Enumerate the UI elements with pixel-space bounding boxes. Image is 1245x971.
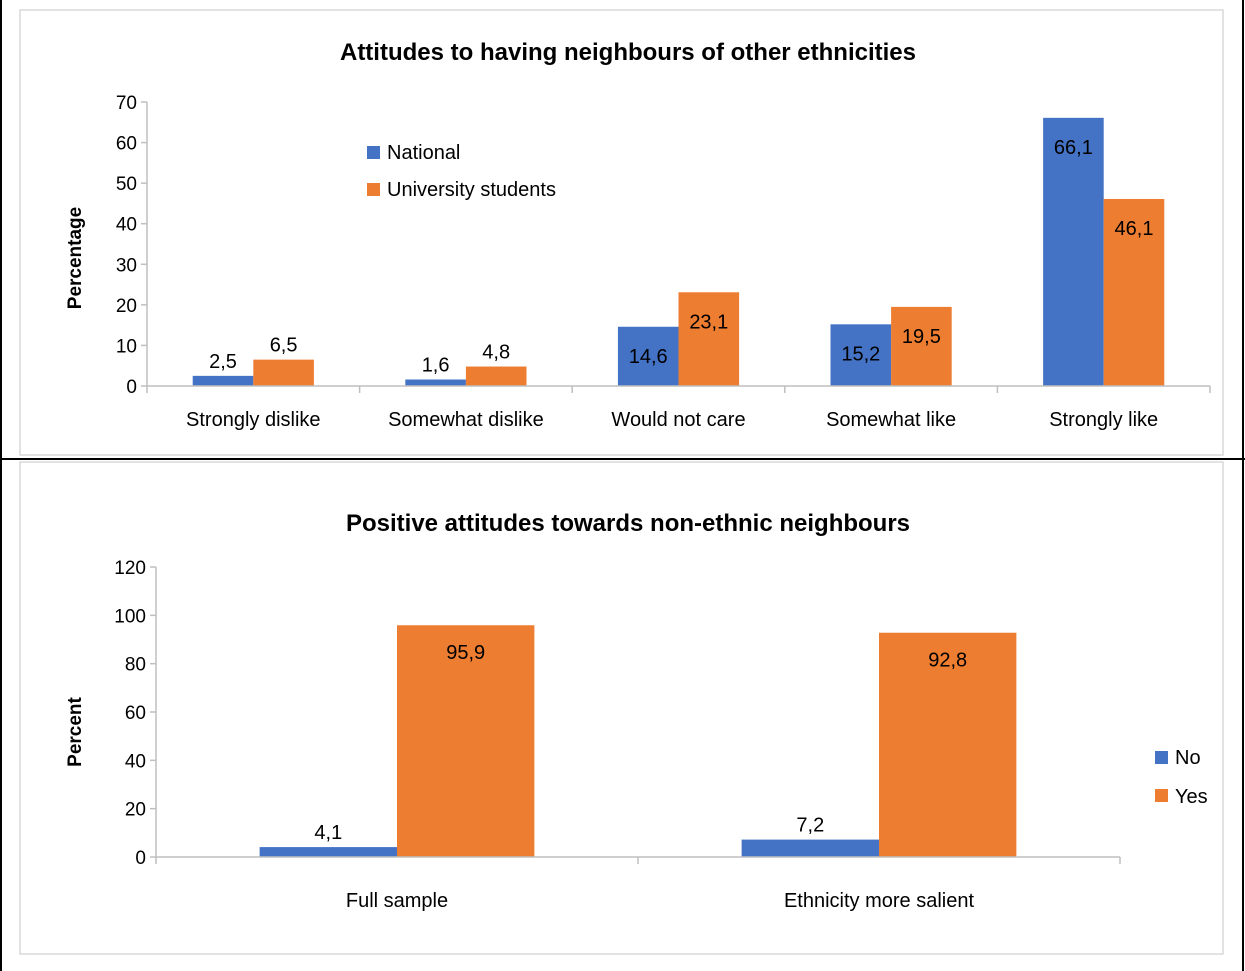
legend-label-yes: Yes (1175, 786, 1208, 808)
x-category-label-somewhat-like: Somewhat like (826, 409, 956, 431)
bar-university-students-would-not-care (678, 292, 740, 386)
data-label-university-students-strongly-like: 46,1 (1115, 218, 1154, 240)
chart-legend: National University students (367, 142, 556, 201)
x-category-label-strongly-dislike: Strongly dislike (186, 409, 321, 431)
legend-swatch-no (1155, 751, 1168, 764)
y-tick-label: 40 (116, 215, 137, 236)
bar-no-full-sample (259, 847, 397, 857)
y-tick-label: 0 (135, 848, 146, 869)
x-category-label-ethnicity-more-salient: Ethnicity more salient (784, 890, 975, 912)
x-category-label-would-not-care: Would not care (611, 409, 745, 431)
bar-no-ethnicity-more-salient (741, 839, 879, 857)
y-tick-label: 70 (116, 93, 137, 114)
bar-national-strongly-dislike (192, 375, 254, 386)
legend-label-university-students: University students (387, 179, 556, 201)
x-category-label-strongly-like: Strongly like (1049, 409, 1158, 431)
y-tick-label: 100 (114, 606, 146, 627)
y-tick-label: 50 (116, 174, 137, 195)
x-category-label-somewhat-dislike: Somewhat dislike (388, 409, 544, 431)
bar-yes-full-sample (397, 625, 535, 857)
y-tick-label: 10 (116, 336, 137, 357)
legend-label-national: National (387, 142, 460, 164)
data-label-no-ethnicity-more-salient: 7,2 (796, 815, 824, 837)
chart-attitudes-ethnicities: Attitudes to having neighbours of other … (19, 9, 1224, 456)
bar-university-students-strongly-like (1103, 198, 1165, 386)
y-tick-label: 20 (116, 296, 137, 317)
bar-national-somewhat-dislike (405, 379, 466, 386)
bar-national-strongly-like (1043, 117, 1104, 386)
data-label-no-full-sample: 4,1 (314, 822, 342, 844)
chart-area-border (19, 9, 1224, 456)
data-label-university-students-would-not-care: 23,1 (689, 311, 728, 333)
bar-university-students-somewhat-like (891, 306, 952, 386)
data-label-university-students-strongly-dislike: 6,5 (270, 335, 298, 357)
y-axis-title: Percentage (65, 207, 86, 309)
bar-national-would-not-care (617, 326, 679, 386)
y-tick-label: 60 (116, 134, 137, 155)
chart-positive-attitudes: Positive attitudes towards non-ethnic ne… (19, 461, 1224, 955)
data-label-university-students-somewhat-like: 19,5 (902, 326, 941, 348)
x-category-label-full-sample: Full sample (346, 890, 448, 912)
bar-yes-ethnicity-more-salient (879, 632, 1017, 857)
chart-area-border (19, 461, 1224, 955)
chart-panel-positive-attitudes: Positive attitudes towards non-ethnic ne… (4, 460, 1240, 960)
chart-title: Positive attitudes towards non-ethnic ne… (346, 510, 910, 537)
y-tick-label: 30 (116, 255, 137, 276)
data-label-national-somewhat-dislike: 1,6 (422, 355, 450, 377)
y-tick-label: 120 (114, 558, 146, 579)
y-tick-label: 40 (125, 751, 146, 772)
legend-swatch-university-students (367, 183, 380, 196)
data-label-yes-ethnicity-more-salient: 92,8 (928, 650, 967, 672)
y-axis-title: Percent (65, 696, 86, 766)
data-label-national-strongly-like: 66,1 (1054, 137, 1093, 159)
legend-swatch-national (367, 146, 380, 159)
chart-panel-attitudes: Attitudes to having neighbours of other … (4, 8, 1240, 458)
data-label-university-students-somewhat-dislike: 4,8 (482, 342, 510, 364)
chart-title: Attitudes to having neighbours of other … (340, 39, 916, 66)
data-label-national-would-not-care: 14,6 (629, 346, 668, 368)
data-label-national-strongly-dislike: 2,5 (209, 351, 237, 373)
bar-university-students-strongly-dislike (253, 359, 314, 386)
chart-legend: No Yes (1155, 747, 1208, 808)
bar-university-students-somewhat-dislike (465, 366, 527, 386)
data-label-yes-full-sample: 95,9 (446, 642, 485, 664)
bar-national-somewhat-like (830, 324, 892, 386)
legend-label-no: No (1175, 747, 1201, 769)
y-tick-label: 0 (126, 377, 137, 398)
y-tick-label: 20 (125, 800, 146, 821)
legend-swatch-yes-mark (1155, 789, 1168, 802)
y-tick-label: 60 (125, 703, 146, 724)
data-label-national-somewhat-like: 15,2 (841, 343, 880, 365)
y-tick-label: 80 (125, 655, 146, 676)
